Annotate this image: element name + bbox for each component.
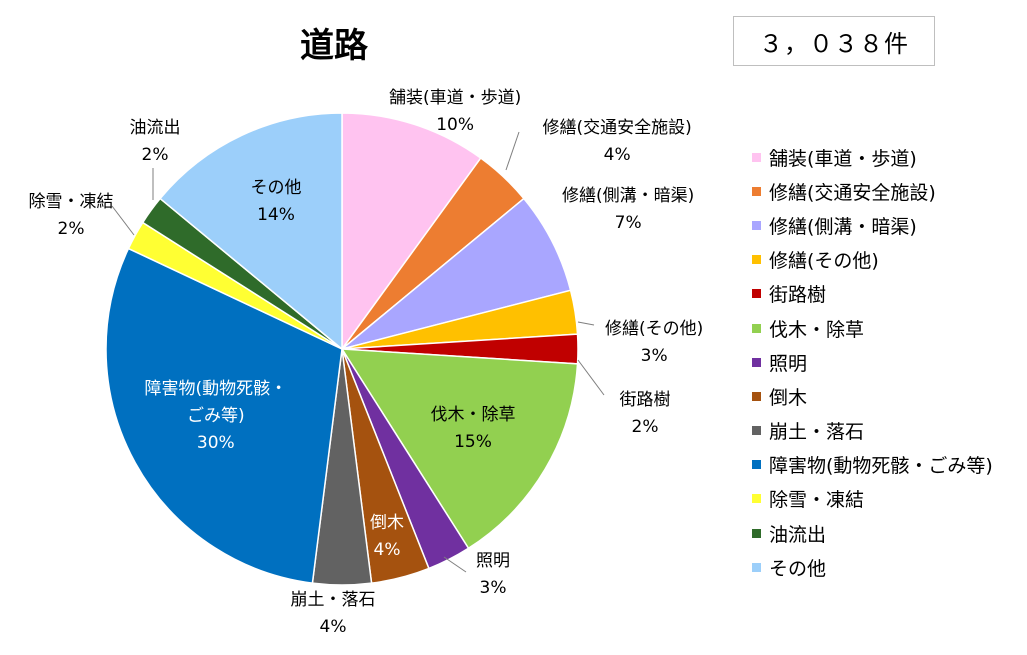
slice-label: 修繕(交通安全施設) 4% (543, 115, 692, 169)
slice-label-name: 崩土・落石 (290, 590, 376, 610)
slice-label-name: 街路樹 (619, 390, 671, 410)
slice-label-name: ごみ等) (187, 406, 245, 426)
legend-item: 修繕(交通安全施設) (752, 174, 993, 208)
leader-line (443, 556, 467, 573)
legend-label: 照明 (769, 352, 808, 375)
legend-label: 修繕(側溝・暗渠) (769, 215, 917, 238)
legend-label: 修繕(その他) (769, 250, 879, 273)
slice-label-name: 修繕(交通安全施設) (542, 118, 692, 138)
legend-item: 街路樹 (752, 277, 993, 311)
legend-swatch (752, 186, 761, 196)
leader-line (505, 131, 520, 171)
pie-slice (340, 348, 579, 550)
slice-label-percent: 7% (614, 213, 642, 233)
legend-item: 舗装(車道・歩道) (752, 140, 993, 174)
slice-label-percent: 3% (479, 578, 507, 598)
pie-slice (105, 247, 343, 584)
slice-label-name: 油流出 (129, 118, 181, 138)
slice-label-percent: 4% (373, 540, 401, 560)
chart-title: 道路 (300, 26, 368, 66)
slice-label: 除雪・凍結 2% (29, 189, 114, 243)
count-text: ３，０３８件 (759, 29, 909, 58)
slice-label-name: 除雪・凍結 (28, 192, 114, 212)
legend-swatch (752, 255, 761, 265)
slice-label-percent: 10% (436, 115, 475, 135)
pie-slice (341, 112, 482, 352)
slice-label: 街路樹 2% (620, 387, 671, 441)
legend: 舗装(車道・歩道) 修繕(交通安全施設) 修繕(側溝・暗渠) 修繕(その他) 街路樹伐木… (752, 140, 993, 584)
legend-label: 倒木 (769, 386, 808, 409)
slice-label-name: 舗装(車道・歩道) (389, 88, 522, 108)
slice-label: 照明 3% (476, 548, 510, 602)
legend-label: 修繕(交通安全施設) (769, 181, 936, 204)
legend-item: 除雪・凍結 (752, 482, 993, 516)
slice-label-name: 修繕(その他) (605, 319, 704, 339)
legend-item: 障害物(動物死骸・ごみ等) (752, 448, 993, 482)
legend-item: 油流出 (752, 516, 993, 550)
legend-label: 障害物(動物死骸・ごみ等) (769, 455, 993, 478)
legend-swatch (752, 220, 761, 230)
legend-swatch (752, 289, 761, 299)
slice-label: 障害物(動物死骸・ ごみ等) 30% (145, 376, 288, 457)
slice-label-percent: 2% (141, 145, 169, 165)
legend-label: 油流出 (769, 523, 827, 546)
legend-label: 舗装(車道・歩道) (769, 147, 917, 170)
legend-swatch (752, 357, 761, 367)
legend-label: 街路樹 (769, 284, 827, 307)
slice-label: その他 14% (251, 175, 302, 229)
leader-line (111, 205, 135, 236)
legend-label: その他 (769, 557, 827, 580)
slice-label-percent: 3% (640, 346, 668, 366)
slice-label: 舗装(車道・歩道) 10% (389, 85, 521, 139)
slice-label-name: 修繕(側溝・暗渠) (562, 186, 695, 206)
legend-item: 修繕(側溝・暗渠) (752, 208, 993, 242)
legend-label: 崩土・落石 (769, 421, 865, 444)
legend-item: 修繕(その他) (752, 243, 993, 277)
legend-swatch (752, 323, 761, 333)
slice-label: 修繕(側溝・暗渠) 7% (562, 183, 694, 237)
pie-slice (341, 197, 572, 350)
slice-label-name: その他 (250, 178, 302, 198)
legend-swatch (752, 391, 761, 401)
legend-swatch (752, 152, 761, 162)
slice-label: 崩土・落石 4% (291, 587, 376, 641)
slice-label-percent: 4% (319, 617, 347, 637)
slice-label-percent: 2% (57, 219, 85, 239)
legend-item: 伐木・除草 (752, 311, 993, 345)
legend-item: 倒木 (752, 379, 993, 413)
slice-label-name: 伐木・除草 (430, 405, 516, 425)
count-box: ３，０３８件 (733, 16, 935, 66)
legend-item: その他 (752, 550, 993, 584)
slice-label-percent: 2% (631, 417, 659, 437)
slice-label: 修繕(その他) 3% (605, 316, 703, 370)
legend-label: 除雪・凍結 (769, 489, 865, 512)
slice-label: 油流出 2% (130, 115, 181, 169)
slice-label: 伐木・除草 15% (431, 402, 516, 456)
slice-label-percent: 4% (603, 145, 631, 165)
legend-swatch (752, 528, 761, 538)
leader-line (577, 359, 605, 396)
slice-label-name: 障害物(動物死骸・ (144, 379, 288, 399)
legend-swatch (752, 494, 761, 504)
slice-label-percent: 30% (196, 433, 235, 453)
pie-slice (159, 112, 343, 351)
slice-label-name: 倒木 (370, 513, 404, 533)
legend-item: 崩土・落石 (752, 414, 993, 448)
slice-label-percent: 14% (257, 205, 295, 225)
legend-swatch (752, 426, 761, 436)
legend-label: 伐木・除草 (769, 318, 865, 341)
legend-swatch (752, 460, 761, 470)
slice-label-name: 照明 (476, 551, 510, 571)
legend-item: 照明 (752, 345, 993, 379)
legend-swatch (752, 562, 761, 572)
slice-label-percent: 15% (454, 432, 492, 452)
slice-label: 倒木 4% (370, 510, 404, 564)
leader-line (577, 321, 595, 326)
